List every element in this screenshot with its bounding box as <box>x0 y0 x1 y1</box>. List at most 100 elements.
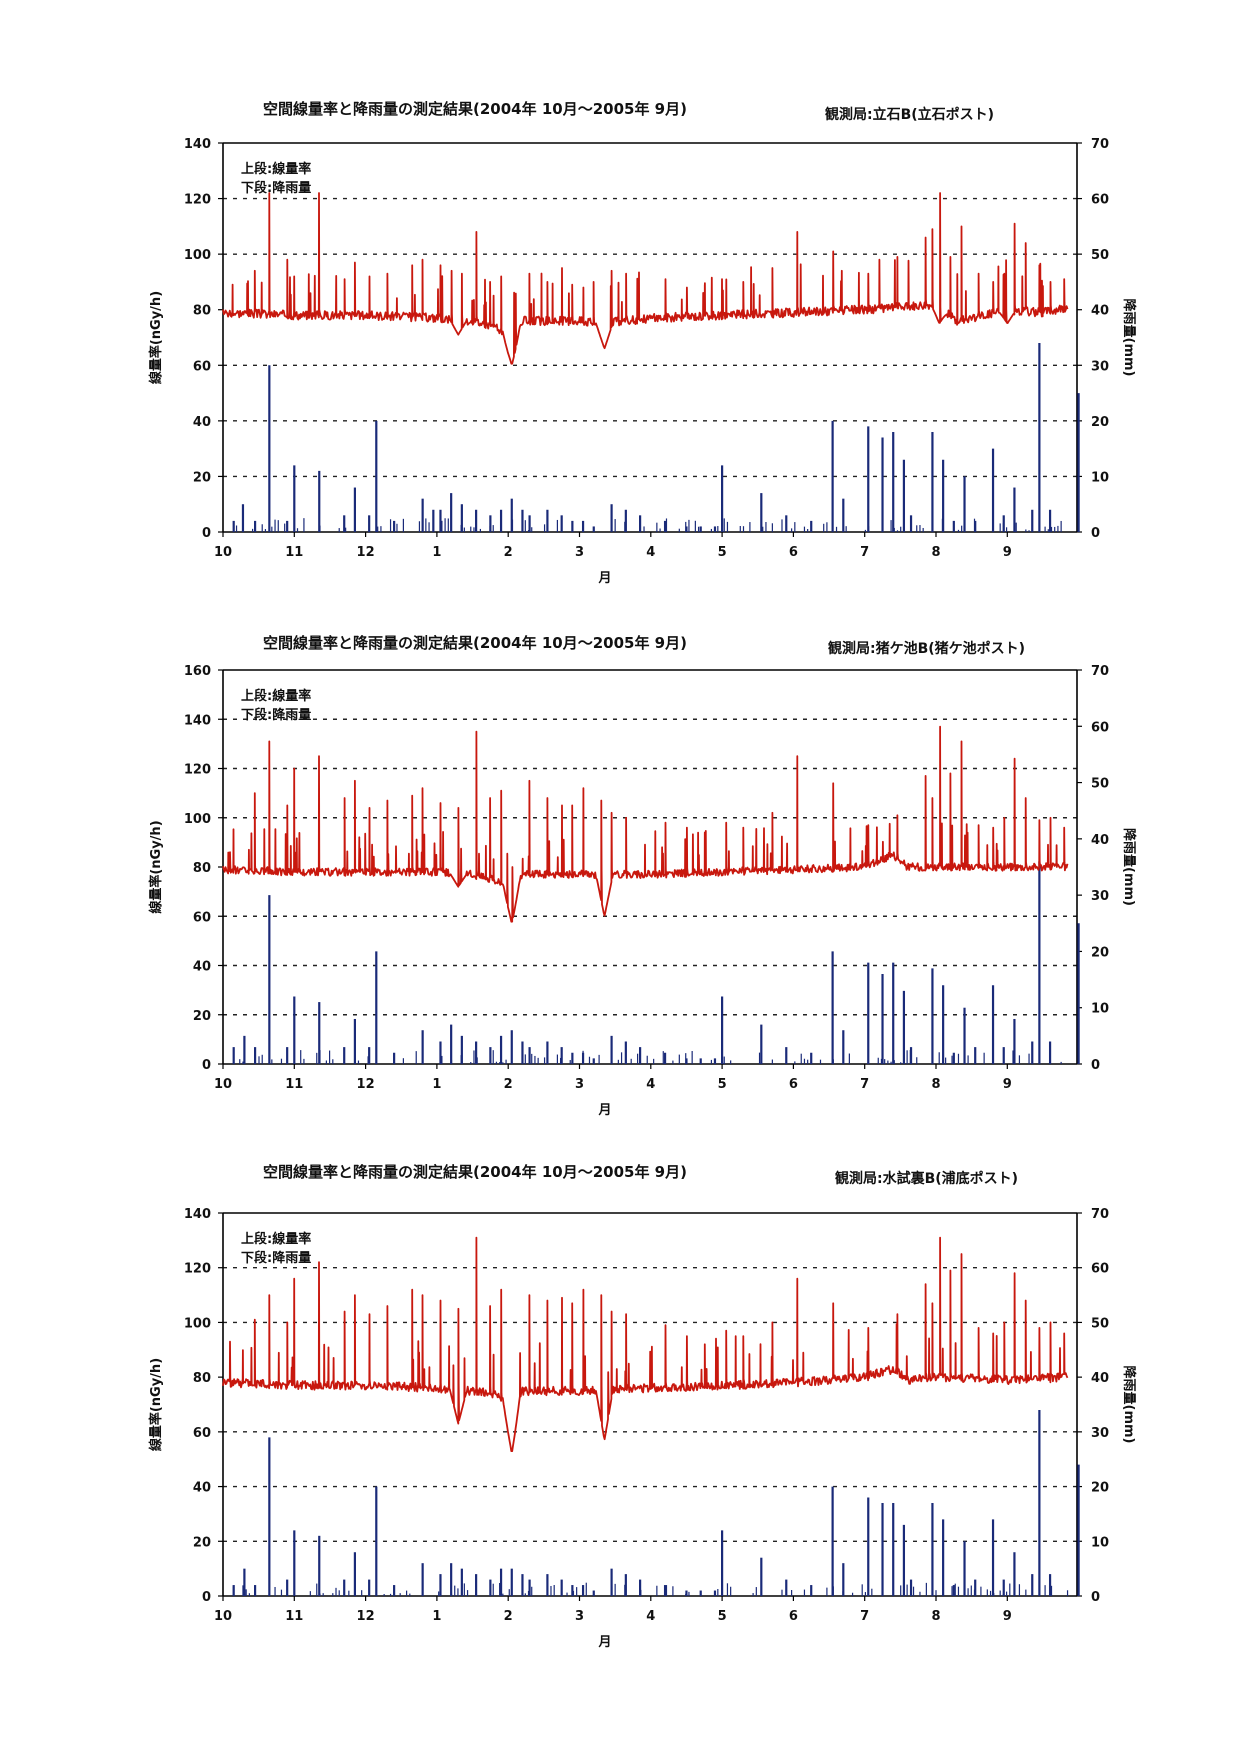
x-tick-label: 1 <box>432 1609 441 1624</box>
y-tick-label-right: 40 <box>1091 1371 1109 1386</box>
x-tick-label: 5 <box>718 1609 727 1624</box>
y-tick-label-right: 40 <box>1091 833 1109 848</box>
y-tick-label-right: 50 <box>1091 248 1109 263</box>
y-tick-label-right: 0 <box>1091 1590 1100 1605</box>
y-tick-label-right: 70 <box>1091 1207 1109 1222</box>
x-tick-label: 9 <box>1003 1077 1012 1092</box>
x-tick-label: 8 <box>931 1609 940 1624</box>
y-tick-label-right: 10 <box>1091 1002 1109 1017</box>
y-tick-label-left: 80 <box>193 861 211 876</box>
y-tick-label-left: 120 <box>184 763 211 778</box>
legend-entry: 上段:線量率 <box>241 1231 311 1247</box>
chart-panel-3: 空間線量率と降雨量の測定結果(2004年 10月〜2005年 9月) 観測局:水… <box>0 0 1240 1650</box>
y-tick-label-right: 70 <box>1091 664 1109 679</box>
y-tick-label-left: 80 <box>193 304 211 319</box>
y-tick-label-left: 100 <box>184 812 211 827</box>
station-label: 観測局:水試裏B(浦底ポスト) <box>835 1171 1019 1187</box>
y-tick-label-right: 10 <box>1091 470 1109 485</box>
x-tick-label: 2 <box>504 545 513 560</box>
y-tick-label-left: 40 <box>193 1481 211 1496</box>
y-tick-label-left: 120 <box>184 1262 211 1277</box>
x-tick-label: 11 <box>285 1077 303 1092</box>
x-tick-label: 10 <box>214 545 232 560</box>
legend-entry: 下段:降雨量 <box>241 707 311 723</box>
y-tick-label-left: 60 <box>193 359 211 374</box>
y-tick-label-right: 20 <box>1091 1481 1109 1496</box>
x-tick-label: 10 <box>214 1077 232 1092</box>
x-tick-label: 8 <box>931 545 940 560</box>
x-tick-label: 7 <box>860 1077 869 1092</box>
y-tick-label-right: 10 <box>1091 1535 1109 1550</box>
station-label: 観測局:立石B(立石ポスト) <box>825 107 995 123</box>
y-axis-label-left: 線量率(nGy/h) <box>148 291 164 384</box>
y-axis-label-right: 降雨量(mm) <box>1121 299 1137 377</box>
x-tick-label: 3 <box>575 1609 584 1624</box>
x-tick-label: 11 <box>285 1609 303 1624</box>
y-axis-label-left: 線量率(nGy/h) <box>148 1358 164 1451</box>
chart-panel-2: 空間線量率と降雨量の測定結果(2004年 10月〜2005年 9月) 観測局:猪… <box>0 0 1240 1118</box>
y-tick-label-right: 50 <box>1091 777 1109 792</box>
x-tick-label: 12 <box>357 545 375 560</box>
x-tick-label: 3 <box>575 1077 584 1092</box>
y-tick-label-left: 20 <box>193 1535 211 1550</box>
chart-title: 空間線量率と降雨量の測定結果(2004年 10月〜2005年 9月) <box>263 1163 687 1181</box>
y-tick-label-right: 0 <box>1091 526 1100 541</box>
y-tick-label-left: 0 <box>202 1058 211 1073</box>
x-tick-label: 11 <box>285 545 303 560</box>
x-tick-label: 7 <box>860 545 869 560</box>
legend-entry: 下段:降雨量 <box>241 180 311 196</box>
y-tick-label-left: 120 <box>184 193 211 208</box>
x-axis-label: 月 <box>597 571 611 586</box>
y-tick-label-right: 20 <box>1091 415 1109 430</box>
y-tick-label-right: 30 <box>1091 889 1109 904</box>
x-tick-label: 9 <box>1003 1609 1012 1624</box>
x-tick-label: 6 <box>789 1077 798 1092</box>
x-axis-label: 月 <box>597 1635 611 1650</box>
y-tick-label-left: 60 <box>193 1426 211 1441</box>
x-tick-label: 9 <box>1003 545 1012 560</box>
y-tick-label-left: 40 <box>193 960 211 975</box>
x-tick-label: 4 <box>646 1609 655 1624</box>
x-tick-label: 7 <box>860 1609 869 1624</box>
x-tick-label: 6 <box>789 545 798 560</box>
dose-rate-series <box>222 725 1069 923</box>
y-tick-label-right: 20 <box>1091 945 1109 960</box>
legend-entry: 上段:線量率 <box>241 161 311 177</box>
x-tick-label: 4 <box>646 545 655 560</box>
chart-panel-1: 空間線量率と降雨量の測定結果(2004年 10月〜2005年 9月) 観測局:立… <box>0 0 1240 586</box>
y-tick-label-right: 40 <box>1091 304 1109 319</box>
x-tick-label: 5 <box>718 1077 727 1092</box>
y-tick-label-right: 70 <box>1091 137 1109 152</box>
y-tick-label-left: 0 <box>202 1590 211 1605</box>
y-tick-label-left: 140 <box>184 137 211 152</box>
y-axis-label-right: 降雨量(mm) <box>1121 1366 1137 1444</box>
y-axis-label-left: 線量率(nGy/h) <box>148 820 164 913</box>
y-tick-label-left: 40 <box>193 415 211 430</box>
x-tick-label: 1 <box>432 545 441 560</box>
y-tick-label-left: 80 <box>193 1371 211 1386</box>
x-axis-label: 月 <box>597 1103 611 1118</box>
y-axis-label-right: 降雨量(mm) <box>1121 828 1137 906</box>
y-tick-label-right: 50 <box>1091 1316 1109 1331</box>
y-tick-label-left: 100 <box>184 1316 211 1331</box>
y-tick-label-left: 0 <box>202 526 211 541</box>
y-tick-label-left: 140 <box>184 1207 211 1222</box>
x-tick-label: 3 <box>575 545 584 560</box>
x-tick-label: 5 <box>718 545 727 560</box>
y-tick-label-left: 20 <box>193 470 211 485</box>
chart-title: 空間線量率と降雨量の測定結果(2004年 10月〜2005年 9月) <box>263 634 687 652</box>
y-tick-label-right: 30 <box>1091 1426 1109 1441</box>
x-tick-label: 4 <box>646 1077 655 1092</box>
chart-title: 空間線量率と降雨量の測定結果(2004年 10月〜2005年 9月) <box>263 100 687 118</box>
x-tick-label: 2 <box>504 1077 513 1092</box>
legend-entry: 下段:降雨量 <box>241 1250 311 1266</box>
y-tick-label-right: 30 <box>1091 359 1109 374</box>
y-tick-label-left: 100 <box>184 248 211 263</box>
x-tick-label: 1 <box>432 1077 441 1092</box>
x-tick-label: 12 <box>357 1609 375 1624</box>
y-tick-label-right: 60 <box>1091 193 1109 208</box>
y-tick-label-left: 160 <box>184 664 211 679</box>
y-tick-label-right: 60 <box>1091 720 1109 735</box>
